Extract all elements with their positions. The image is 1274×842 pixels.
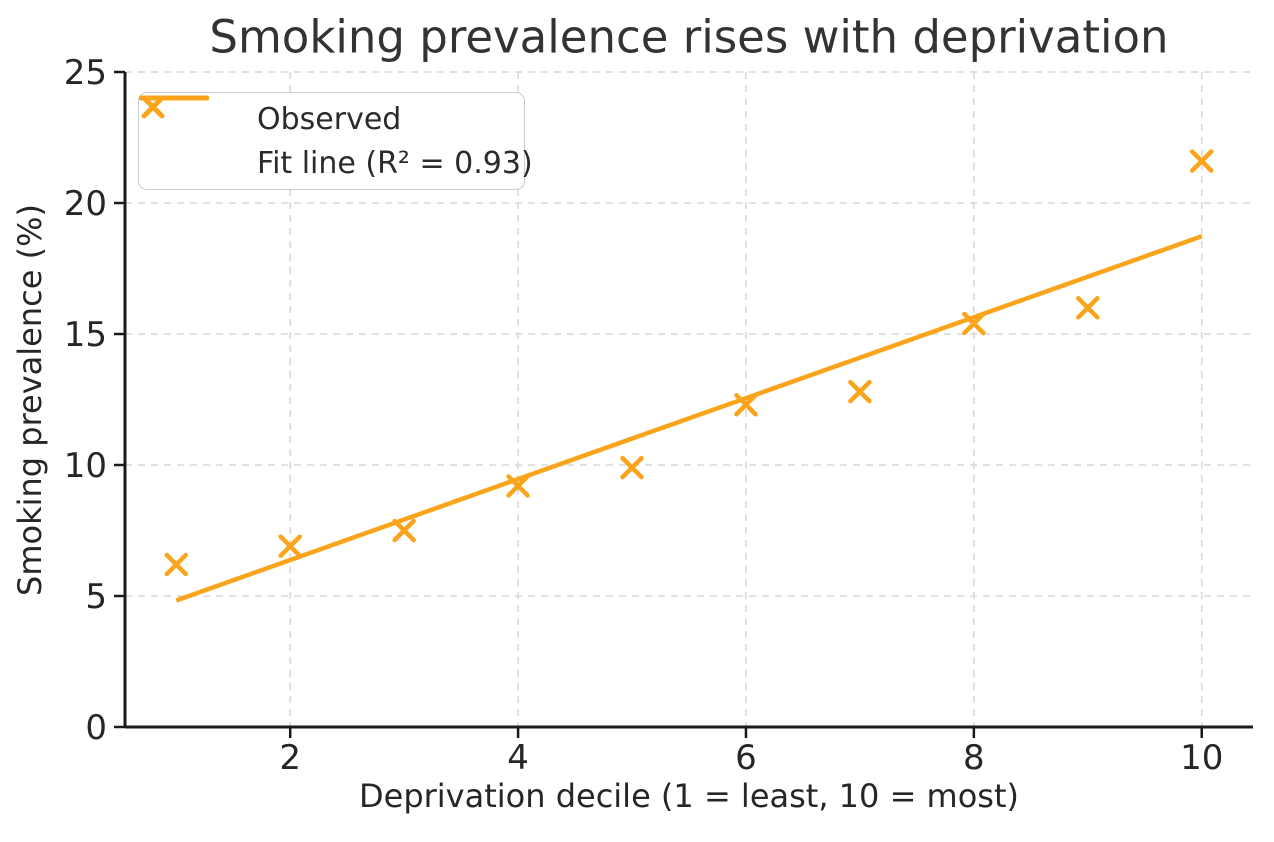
y-tick-label: 25 — [64, 53, 107, 93]
x-tick-label: 10 — [1180, 738, 1223, 778]
x-tick-label: 8 — [963, 738, 985, 778]
y-axis-label: Smoking prevalence (%) — [11, 204, 49, 596]
x-tick-label: 4 — [507, 738, 529, 778]
legend-label-fit-line: Fit line (R² = 0.93) — [257, 145, 533, 181]
observed-point-marker — [506, 474, 530, 498]
legend-entry-observed: Observed — [141, 95, 514, 141]
x-tick-label: 2 — [279, 738, 301, 778]
observed-point-marker — [962, 311, 986, 336]
y-tick-label: 20 — [64, 184, 107, 224]
fit-line — [175, 234, 1203, 603]
x-axis-label: Deprivation decile (1 = least, 10 = most… — [358, 777, 1020, 815]
legend: Observed Fit line (R² = 0.93) — [138, 92, 533, 190]
observed-point-marker — [278, 534, 302, 558]
legend-entry-fit-line: Fit line (R² = 0.93) — [139, 95, 533, 185]
y-tick-label: 10 — [64, 446, 107, 486]
legend-label-observed: Observed — [257, 101, 402, 137]
observed-point-marker — [1076, 296, 1100, 320]
observed-point-marker — [620, 455, 644, 480]
observed-point-marker — [734, 392, 758, 417]
y-tick-label: 0 — [85, 708, 107, 748]
observed-point-marker — [164, 552, 189, 577]
x-tick-label: 6 — [735, 738, 757, 778]
observed-point-marker — [848, 379, 872, 404]
observed-point-marker — [1189, 149, 1214, 173]
observed-point-marker — [392, 518, 416, 543]
y-tick-label: 5 — [85, 577, 107, 617]
chart-title: Smoking prevalence rises with deprivatio… — [209, 10, 1169, 64]
y-tick-label: 15 — [64, 315, 107, 355]
